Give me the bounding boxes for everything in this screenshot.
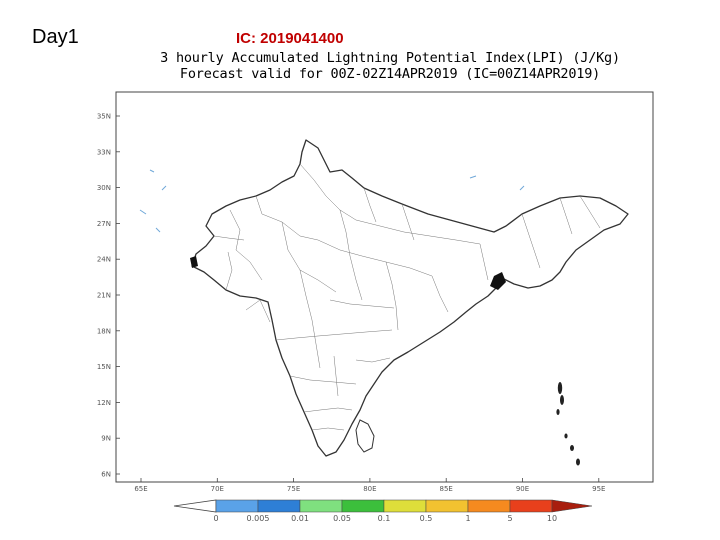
colorbar-label: 0.1 [378,514,391,523]
lon-tick-label: 65E [134,485,147,493]
lat-tick-label: 27N [97,220,111,228]
colorbar-cell [341,499,385,513]
india-landmass [191,139,629,457]
colorbar-label: 1 [465,514,470,523]
lpi-colorbar: 0 0.005 0.01 0.05 0.1 0.5 1 5 10 [173,499,593,523]
latitude-axis: 35N 33N 30N 27N 24N 21N 18N 15N 12N 9N 6N [97,113,120,479]
lat-tick-label: 12N [97,399,111,407]
lat-tick-label: 9N [101,435,111,443]
lon-tick-label: 95E [592,485,605,493]
lat-tick-label: 30N [97,184,111,192]
map-title: 3 hourly Accumulated Lightning Potential… [150,50,630,82]
colorbar-label: 0.01 [291,514,309,523]
lon-tick-label: 70E [211,485,224,493]
lon-tick-label: 75E [287,485,300,493]
colorbar-cell [467,499,511,513]
colorbar-cell [215,499,259,513]
lat-tick-label: 33N [97,148,111,156]
lat-tick-label: 24N [97,256,111,264]
lat-tick-label: 15N [97,363,111,371]
lat-tick-label: 18N [97,327,111,335]
lon-tick-label: 80E [363,485,376,493]
colorbar-cell [425,499,469,513]
lat-tick-label: 21N [97,292,111,300]
map-title-line2: Forecast valid for 00Z-02Z14APR2019 (IC=… [179,66,601,82]
colorbar-label: 0.5 [420,514,433,523]
water-features [139,169,525,233]
colorbar-max-triangle [551,499,593,513]
lat-tick-label: 35N [97,113,111,121]
lpi-patches [190,256,506,290]
lat-tick-label: 6N [101,471,111,479]
colorbar-label: 5 [507,514,512,523]
colorbar-cell [509,499,553,513]
colorbar-label: 0 [213,514,218,523]
colorbar-label: 10 [547,514,557,523]
colorbar-min-triangle [173,499,217,513]
colorbar-cell [299,499,343,513]
colorbar-cell [257,499,301,513]
colorbar-label: 0.005 [247,514,270,523]
district-boundaries [213,163,601,431]
map-title-line1: 3 hourly Accumulated Lightning Potential… [160,50,620,66]
colorbar-label: 0.05 [333,514,351,523]
sri-lanka-landmass [355,419,375,453]
lon-tick-label: 85E [440,485,453,493]
day-label: Day1 [32,26,79,48]
lon-tick-label: 90E [516,485,529,493]
longitude-axis: 65E 70E 75E 80E 85E 90E 95E [134,478,605,493]
andaman-nicobar-islands [556,382,580,466]
initial-condition-label: IC: 2019041400 [236,30,344,47]
colorbar-cell [383,499,427,513]
